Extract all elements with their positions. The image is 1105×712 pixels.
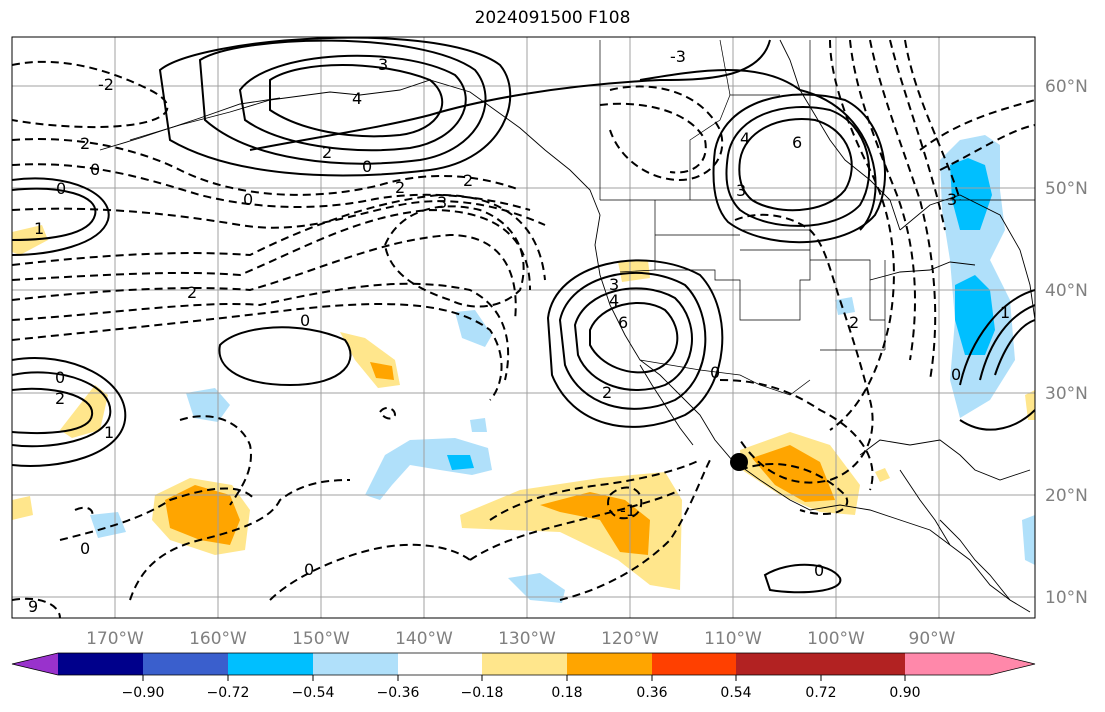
contour-label: 4 — [352, 89, 362, 108]
contour-label: 3 — [378, 55, 388, 74]
contour-label: 1 — [104, 423, 114, 442]
colorbar-tick: 0.18 — [551, 685, 582, 701]
colorbar-segment — [482, 653, 567, 675]
colorbar-segment — [821, 653, 905, 675]
contour-label: 9 — [28, 597, 38, 616]
colorbar-tick: −0.18 — [461, 685, 504, 701]
colorbar: −0.90 −0.72 −0.54 −0.36 −0.18 0.18 0.36 … — [11, 652, 1036, 701]
coastlines — [99, 39, 1035, 613]
contour-label: 2 — [849, 313, 859, 332]
contour-label: 0 — [56, 179, 66, 198]
lat-label: 50°N — [1045, 179, 1088, 199]
contour-label: 0 — [243, 190, 253, 209]
lat-label: 10°N — [1045, 588, 1088, 608]
colorbar-outline — [11, 652, 1036, 676]
contour-label: 3 — [609, 275, 619, 294]
contour-labels: 3 4 2 0 2 2 3 -3 0 0 2 0 1 -2 0 2 0 2 0 … — [28, 47, 1010, 616]
storm-location-marker — [730, 453, 748, 471]
contour-label: 2 — [322, 143, 332, 162]
colorbar-segment — [652, 653, 736, 675]
colorbar-tick: 0.72 — [805, 685, 836, 701]
contour-label: 1 — [34, 219, 44, 238]
latitude-labels: 60°N 50°N 40°N 30°N 20°N 10°N — [1045, 77, 1088, 608]
contour-label: 0 — [710, 363, 720, 382]
colorbar-extend-low — [12, 653, 58, 675]
contour-label: 0 — [300, 311, 310, 330]
contour-label: 0 — [362, 157, 372, 176]
solid-contours — [12, 37, 1035, 594]
contour-label: -1 — [620, 501, 636, 520]
contour-label: 1 — [1000, 303, 1010, 322]
colorbar-segment — [398, 653, 482, 675]
colorbar-tick: 0.54 — [720, 685, 751, 701]
contour-label: 2 — [187, 283, 197, 302]
map-frame — [11, 36, 1036, 619]
contour-label: 2 — [80, 134, 90, 153]
lat-label: 20°N — [1045, 486, 1088, 506]
lat-label: 30°N — [1045, 384, 1088, 404]
contour-label: 0 — [304, 560, 314, 579]
contour-label: 0 — [80, 539, 90, 558]
lon-label: 130°W — [498, 629, 556, 649]
colorbar-tick: −0.90 — [122, 685, 165, 701]
contour-label: 0 — [951, 365, 961, 384]
contour-label: 4 — [740, 129, 750, 148]
contour-label: 3 — [736, 181, 746, 200]
colorbar-segment — [736, 653, 821, 675]
contour-label: 3 — [947, 190, 957, 209]
contour-label: 2 — [55, 389, 65, 408]
political-borders — [599, 39, 1035, 396]
lon-label: 100°W — [807, 629, 865, 649]
contour-label: 2 — [602, 383, 612, 402]
lat-label: 60°N — [1045, 77, 1088, 97]
colorbar-segment — [567, 653, 652, 675]
colorbar-segment — [58, 653, 143, 675]
lon-label: 90°W — [909, 629, 956, 649]
colorbar-tick: 0.90 — [889, 685, 920, 701]
colorbar-tick: −0.54 — [292, 685, 335, 701]
contour-label: 0 — [55, 368, 65, 387]
lon-label: 140°W — [395, 629, 453, 649]
dashed-contours — [12, 39, 1035, 618]
colorbar-tick: −0.36 — [377, 685, 420, 701]
lon-label: 110°W — [704, 629, 762, 649]
lon-label: 150°W — [292, 629, 350, 649]
colorbar-segment — [228, 653, 313, 675]
contour-label: 0 — [814, 561, 824, 580]
contour-label: 6 — [792, 133, 802, 152]
contour-label: 6 — [618, 313, 628, 332]
contour-label: 3 — [437, 193, 447, 212]
positive-anomaly-shading — [12, 225, 1035, 590]
contour-label: 2 — [463, 171, 473, 190]
contour-label: 2 — [395, 178, 405, 197]
contour-label: -3 — [670, 47, 686, 66]
colorbar-segment — [143, 653, 228, 675]
contour-label: 0 — [90, 160, 100, 179]
colorbar-tick: 0.36 — [636, 685, 667, 701]
lon-label: 120°W — [601, 629, 659, 649]
lon-label: 170°W — [86, 629, 144, 649]
colorbar-extend-high — [905, 653, 1035, 675]
contour-label: 4 — [609, 291, 619, 310]
longitude-labels: 170°W 160°W 150°W 140°W 130°W 120°W 110°… — [86, 629, 956, 649]
contour-label: -2 — [98, 75, 114, 94]
lat-label: 40°N — [1045, 281, 1088, 301]
colorbar-tick: −0.72 — [207, 685, 250, 701]
negative-anomaly-shading — [90, 135, 1035, 603]
map-title: 2024091500 F108 — [474, 8, 631, 28]
colorbar-segment — [313, 653, 398, 675]
lon-label: 160°W — [189, 629, 247, 649]
